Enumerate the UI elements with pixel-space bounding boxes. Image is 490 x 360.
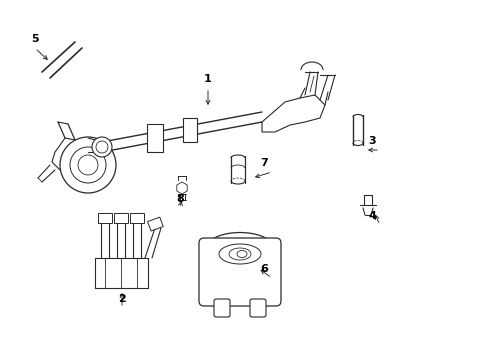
Bar <box>147 217 163 231</box>
Text: 7: 7 <box>260 158 268 168</box>
Text: 8: 8 <box>176 194 184 204</box>
Text: 4: 4 <box>368 211 376 221</box>
Polygon shape <box>262 95 325 132</box>
Bar <box>130 213 144 223</box>
Text: 1: 1 <box>204 74 212 84</box>
Bar <box>183 118 197 142</box>
Text: 3: 3 <box>368 136 376 146</box>
Polygon shape <box>52 138 82 170</box>
Bar <box>147 124 163 152</box>
Circle shape <box>60 137 116 193</box>
Circle shape <box>92 137 112 157</box>
FancyBboxPatch shape <box>199 238 281 306</box>
Text: 5: 5 <box>31 34 39 44</box>
Polygon shape <box>177 182 187 194</box>
Ellipse shape <box>219 244 261 264</box>
Circle shape <box>96 141 108 153</box>
Bar <box>98 213 112 223</box>
Text: 2: 2 <box>118 294 126 304</box>
Circle shape <box>70 147 106 183</box>
Text: 6: 6 <box>260 264 268 274</box>
FancyBboxPatch shape <box>214 299 230 317</box>
FancyBboxPatch shape <box>250 299 266 317</box>
Ellipse shape <box>237 251 247 257</box>
Circle shape <box>78 155 98 175</box>
Ellipse shape <box>229 248 251 260</box>
Bar <box>114 213 128 223</box>
